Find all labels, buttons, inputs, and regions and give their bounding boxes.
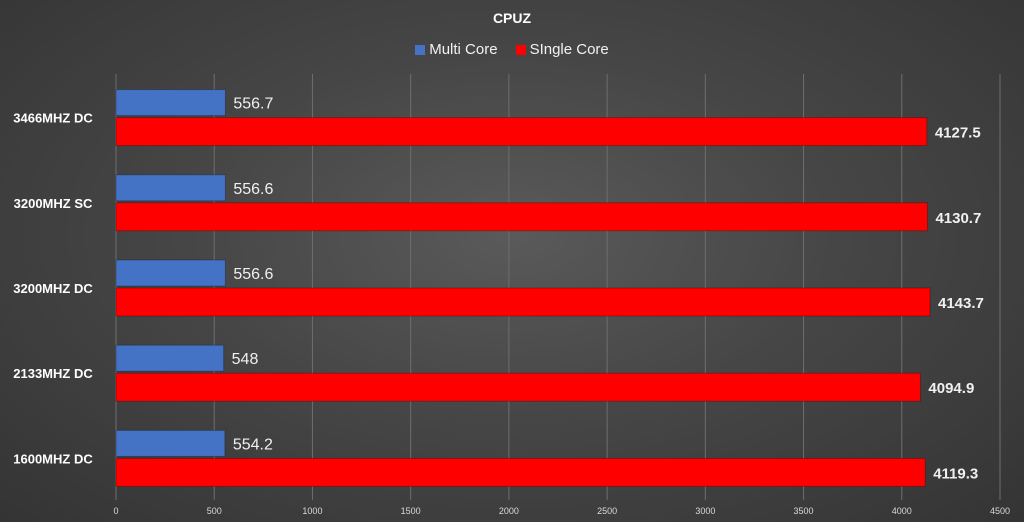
x-tick-label-1000: 1000 [302,506,322,516]
legend-item-single-core: SIngle Core [515,41,609,58]
x-tick-label-2500: 2500 [597,506,617,516]
legend-swatch-single-core [515,44,526,55]
category-label-1600mhz-dc: 1600MHZ DC [13,451,93,466]
data-label-single-core-3466mhz-dc: 4127.5 [935,125,981,142]
legend-label-multi-core: Multi Core [429,41,498,58]
bar-multi-core-3200mhz-sc [115,174,226,202]
bar-single-core-3466mhz-dc [115,117,928,147]
category-label-3200mhz-sc: 3200MHZ SC [14,196,93,211]
legend-item-multi-core: Multi Core [415,41,498,58]
x-tick-label-4500: 4500 [990,506,1010,516]
bar-multi-core-3466mhz-dc [115,89,226,117]
bar-single-core-1600mhz-dc [115,457,926,487]
data-label-multi-core-2133mhz-dc: 548 [232,351,259,368]
legend-label-single-core: SIngle Core [529,41,609,58]
data-label-multi-core-3200mhz-dc: 556.6 [233,266,273,283]
bar-multi-core-1600mhz-dc [115,429,226,457]
x-tick-label-0: 0 [113,506,118,516]
data-label-single-core-1600mhz-dc: 4119.3 [933,465,978,482]
data-label-single-core-3200mhz-sc: 4130.7 [935,210,981,227]
x-tick-label-2000: 2000 [499,506,519,516]
bar-single-core-3200mhz-dc [115,287,931,317]
category-label-3200mhz-dc: 3200MHZ DC [13,281,93,296]
data-label-multi-core-3466mhz-dc: 556.7 [233,96,273,113]
x-tick-label-1500: 1500 [401,506,421,516]
x-tick-label-3000: 3000 [695,506,715,516]
x-tick-label-3500: 3500 [794,506,814,516]
data-label-single-core-3200mhz-dc: 4143.7 [938,295,984,312]
data-label-multi-core-3200mhz-sc: 556.6 [233,181,273,198]
bar-single-core-3200mhz-sc [115,202,928,232]
data-label-single-core-2133mhz-dc: 4094.9 [928,380,974,397]
bar-multi-core-3200mhz-dc [115,259,226,287]
bar-single-core-2133mhz-dc [115,372,921,402]
legend: Multi Core SIngle Core [0,41,1024,58]
x-tick-label-4000: 4000 [892,506,912,516]
category-label-3466mhz-dc: 3466MHZ DC [13,111,93,126]
chart-title: CPUZ [492,10,532,26]
data-label-multi-core-1600mhz-dc: 554.2 [233,436,273,453]
bar-multi-core-2133mhz-dc [115,344,225,372]
legend-swatch-multi-core [415,44,426,55]
category-label-2133mhz-dc: 2133MHZ DC [13,366,93,381]
x-tick-label-500: 500 [207,506,222,516]
